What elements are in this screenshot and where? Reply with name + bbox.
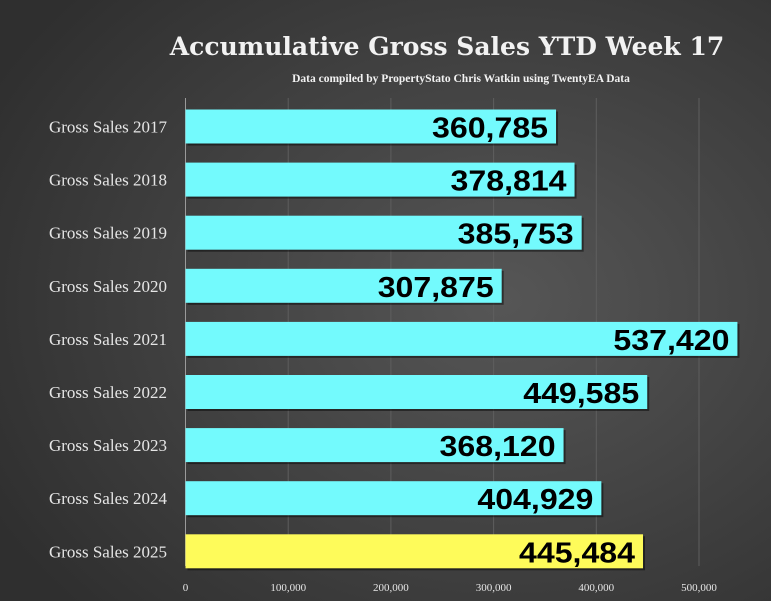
- category-label: Gross Sales 2017: [49, 118, 168, 137]
- category-label: Gross Sales 2025: [49, 542, 167, 561]
- bar: [185, 162, 575, 197]
- category-label: Gross Sales 2023: [49, 436, 167, 455]
- category-label: Gross Sales 2021: [49, 330, 167, 349]
- bars: Gross Sales 2017 360,785 Gross Sales 2018 3…: [49, 109, 740, 571]
- bar: [185, 481, 602, 516]
- category-label: Gross Sales 2024: [49, 489, 168, 508]
- data-label: 368,120: [440, 431, 556, 463]
- x-tick-label: 400,000: [578, 582, 614, 594]
- data-label: 378,814: [451, 166, 567, 198]
- chart-title: Accumulative Gross Sales YTD Week 17: [169, 32, 725, 61]
- data-label: 537,420: [613, 325, 729, 357]
- category-label: Gross Sales 2020: [49, 277, 167, 296]
- category-label: Gross Sales 2018: [49, 171, 167, 190]
- bar: [185, 215, 582, 250]
- category-label: Gross Sales 2022: [49, 383, 167, 402]
- bar: [185, 268, 502, 303]
- bar: [185, 534, 644, 569]
- data-label: 445,484: [519, 537, 635, 569]
- data-label: 360,785: [432, 113, 548, 145]
- data-label: 404,929: [477, 484, 593, 516]
- x-tick-label: 100,000: [270, 582, 306, 594]
- category-label: Gross Sales 2019: [49, 224, 167, 243]
- data-label: 385,753: [458, 219, 574, 251]
- x-tick-label: 300,000: [476, 582, 512, 594]
- x-tick-label: 200,000: [373, 582, 409, 594]
- data-label: 307,875: [378, 272, 494, 304]
- x-axis-ticks: 0 100,000 200,000 300,000 400,000 500,000: [183, 582, 718, 594]
- x-tick-label: 0: [183, 582, 189, 594]
- bar: [185, 428, 564, 463]
- data-label: 449,585: [523, 378, 639, 410]
- x-tick-label: 500,000: [681, 582, 717, 594]
- bar: [185, 109, 557, 144]
- chart-subtitle: Data compiled by PropertyStato Chris Wat…: [292, 73, 630, 85]
- bar: [185, 321, 738, 356]
- bar: [185, 375, 648, 409]
